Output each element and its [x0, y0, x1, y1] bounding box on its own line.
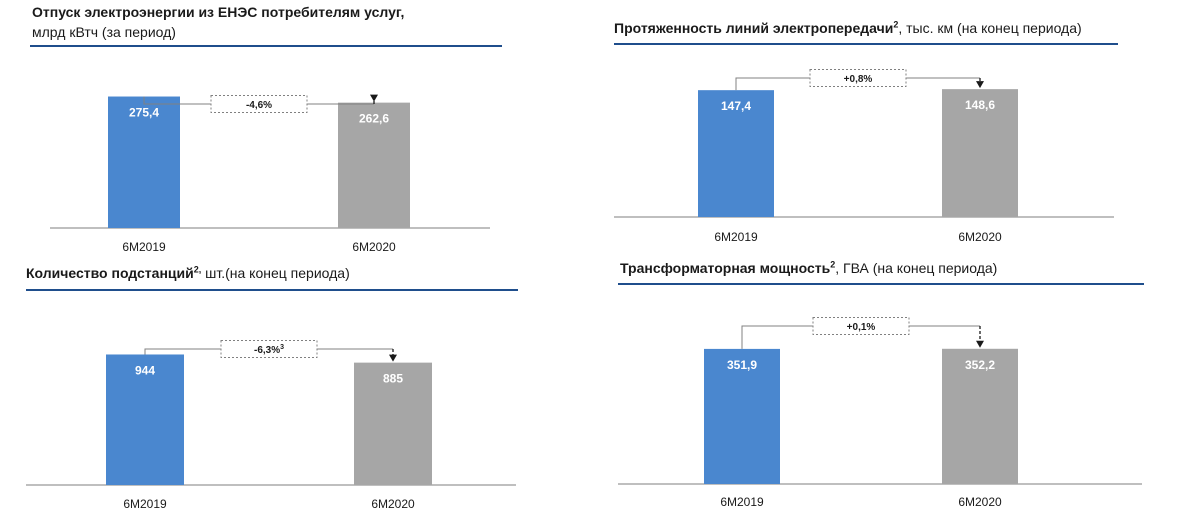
chart-title: Протяженность линий электропередачи2, ты…	[614, 19, 1082, 37]
chart-title-unit: , тыс. км (на конец периода)	[898, 20, 1082, 36]
chart-title-footnote: 2	[830, 259, 836, 270]
bar-6m2019	[698, 90, 774, 217]
category-label-6m2020: 6M2020	[352, 240, 396, 254]
chart-title-footnote: 2	[893, 19, 899, 30]
change-label-box	[812, 317, 910, 335]
chart-title-main: Протяженность линий электропередачи	[614, 20, 894, 36]
change-label-box	[809, 69, 907, 87]
category-label-6m2020: 6M2020	[958, 230, 1002, 244]
bar-6m2019	[704, 348, 780, 484]
title-underline	[614, 43, 1118, 45]
category-label-6m2019: 6M2019	[122, 240, 166, 254]
category-label-6m2020: 6M2020	[958, 495, 1002, 509]
chart-title-unit: шт.(на конец периода)	[201, 265, 350, 281]
bar-6m2019	[106, 354, 184, 485]
bar-6m2020	[942, 348, 1018, 484]
change-label: -4,6%	[246, 100, 272, 111]
title-underline	[26, 289, 518, 291]
bar-6m2020	[942, 89, 1018, 217]
data-label-6m2020: 352,2	[965, 358, 995, 372]
chart-title-unit: млрд кВтч (за период)	[32, 24, 176, 40]
title-underline	[618, 283, 1144, 285]
category-label-6m2019: 6M2019	[123, 497, 167, 511]
change-arrow-head	[976, 340, 984, 348]
chart-title-main: Количество подстанций	[26, 265, 194, 281]
change-label: +0,8%	[844, 74, 873, 85]
bar-6m2019	[108, 96, 180, 228]
category-label-6m2019: 6M2019	[714, 230, 758, 244]
chart-title-main: Трансформаторная мощность	[620, 260, 831, 276]
change-arrow-head	[370, 94, 378, 102]
chart-title-unit: , ГВА (на конец периода)	[835, 260, 998, 276]
data-label-6m2019: 275,4	[129, 106, 159, 120]
bar-chart-transformer-capacity: 351,9 6M2019 352,2 6M2020 +0,1%	[618, 317, 1142, 509]
category-label-6m2019: 6M2019	[720, 495, 764, 509]
change-label: -6,3%3	[254, 344, 284, 356]
bar-chart-substations: 944 6M2019 885 6M2020 -6,3%3	[26, 340, 516, 511]
change-arrow-head	[389, 354, 397, 362]
change-arrow-head	[976, 81, 984, 89]
title-underline	[30, 45, 502, 47]
chart-title: Трансформаторная мощность2, ГВА (на коне…	[620, 259, 997, 277]
chart-title-footnote: 2,	[193, 264, 202, 275]
data-label-6m2020: 148,6	[965, 98, 995, 112]
data-label-6m2019: 147,4	[721, 99, 751, 113]
change-label-box	[210, 95, 308, 113]
bar-6m2020	[354, 362, 432, 485]
data-label-6m2019: 944	[135, 363, 155, 377]
change-label: +0,1%	[847, 322, 876, 333]
data-label-6m2019: 351,9	[727, 358, 757, 372]
data-label-6m2020: 885	[383, 372, 403, 386]
chart-title: Количество подстанций2, шт.(на конец пер…	[26, 264, 350, 282]
bar-chart-energy-supply: 275,4 6M2019 262,6 6M2020 -4,6%	[50, 94, 490, 254]
bar-chart-power-lines: 147,4 6M2019 148,6 6M2020 +0,8%	[614, 69, 1114, 244]
chart-subtitle: млрд кВтч (за период)	[32, 23, 176, 41]
bar-6m2020	[338, 102, 410, 228]
data-label-6m2020: 262,6	[359, 112, 389, 126]
change-label-box	[220, 340, 318, 358]
chart-title-main: Отпуск электроэнергии из ЕНЭС потребител…	[32, 4, 405, 20]
category-label-6m2020: 6M2020	[371, 497, 415, 511]
chart-title: Отпуск электроэнергии из ЕНЭС потребител…	[32, 3, 404, 21]
change-label-footnote: 3	[280, 344, 284, 351]
